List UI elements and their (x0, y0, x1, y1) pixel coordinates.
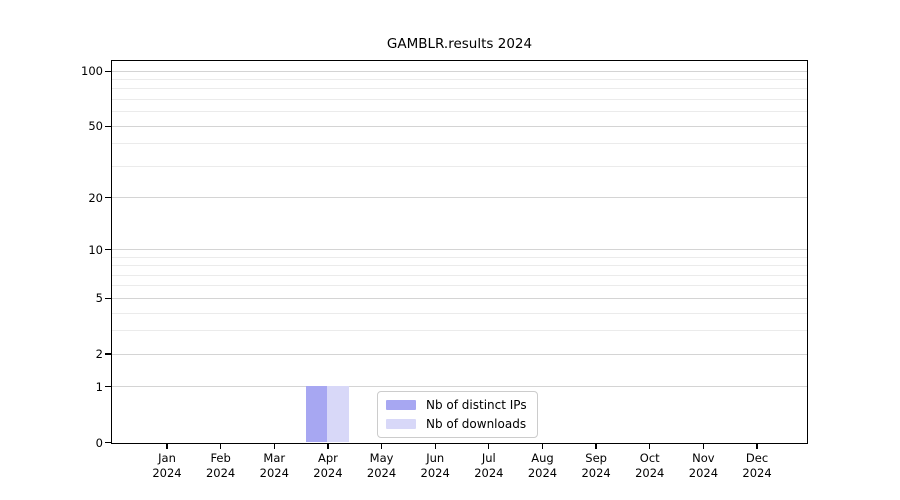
y-tick-mark (105, 386, 111, 388)
bar-nb-of-downloads (327, 386, 349, 442)
x-tick-mark (434, 444, 436, 449)
x-tick-year: 2024 (366, 466, 397, 480)
x-tick-year: 2024 (581, 466, 611, 480)
y-minor-gridline (112, 99, 807, 101)
x-tick-mark (595, 444, 597, 449)
y-tick-label: 20 (88, 190, 103, 205)
x-tick-year: 2024 (688, 466, 719, 480)
x-tick-label: Nov 2024 (671, 451, 735, 481)
x-tick-label: Jul 2024 (457, 451, 521, 481)
y-tick-label: 50 (88, 119, 103, 134)
y-tick-mark (105, 196, 111, 199)
x-tick-month: Oct (639, 451, 660, 465)
y-minor-gridline (112, 88, 807, 90)
x-tick-mark (649, 444, 651, 449)
x-tick-mark (219, 444, 222, 449)
y-minor-gridline (112, 285, 807, 287)
x-tick-month: Nov (692, 451, 715, 465)
y-tick-mark (105, 70, 111, 72)
x-tick-label: Apr 2024 (296, 451, 360, 481)
x-tick-month: Dec (745, 451, 769, 465)
plot-area: Nb of distinct IPs Nb of downloads (111, 60, 808, 444)
x-tick-month: Mar (263, 451, 286, 465)
x-tick-mark (756, 444, 758, 449)
legend-label-distinct-ips: Nb of distinct IPs (426, 398, 527, 412)
y-tick-label: 5 (95, 291, 103, 306)
legend-item-downloads: Nb of downloads (386, 417, 527, 431)
legend-swatch-downloads (386, 419, 416, 429)
x-tick-mark (273, 444, 275, 449)
y-major-gridline (112, 353, 807, 355)
x-tick-label: Feb 2024 (189, 451, 253, 481)
legend: Nb of distinct IPs Nb of downloads (377, 391, 538, 438)
y-tick-mark (105, 125, 111, 127)
y-minor-gridline (112, 165, 807, 167)
x-tick-year: 2024 (420, 466, 450, 480)
y-minor-gridline (112, 79, 807, 81)
y-major-gridline (112, 297, 807, 299)
x-tick-month: Feb (210, 451, 231, 465)
y-tick-mark (105, 441, 111, 444)
y-major-gridline (112, 197, 807, 199)
x-tick-mark (541, 444, 544, 449)
y-tick-mark (105, 248, 111, 251)
x-tick-month: Jun (426, 451, 445, 465)
x-tick-month: Jul (481, 451, 496, 465)
bar-nb-of-distinct-ips (305, 386, 328, 442)
y-tick-label: 2 (95, 347, 103, 362)
x-tick-label: Aug 2024 (510, 451, 574, 481)
x-tick-year: 2024 (313, 466, 343, 480)
x-tick-label: Mar 2024 (242, 451, 306, 481)
y-tick-label: 0 (95, 435, 103, 450)
y-tick-mark (105, 353, 111, 355)
y-major-gridline (112, 249, 807, 251)
x-tick-month: Jan (158, 451, 176, 465)
y-major-gridline (112, 125, 807, 127)
y-minor-gridline (112, 143, 807, 145)
x-tick-month: May (369, 451, 394, 465)
x-tick-mark (702, 444, 705, 449)
x-tick-month: Apr (317, 451, 338, 465)
x-tick-label: Jun 2024 (403, 451, 467, 481)
y-tick-label: 100 (81, 64, 103, 79)
legend-item-distinct-ips: Nb of distinct IPs (386, 398, 527, 412)
x-tick-year: 2024 (527, 466, 558, 480)
legend-swatch-distinct-ips (386, 400, 416, 410)
x-tick-year: 2024 (152, 466, 182, 480)
y-minor-gridline (112, 256, 807, 258)
y-tick-mark (105, 297, 111, 299)
x-tick-month: Aug (531, 451, 554, 465)
x-tick-label: Sep 2024 (564, 451, 628, 481)
y-tick-label: 10 (88, 242, 103, 257)
x-tick-mark (488, 444, 490, 449)
x-tick-label: May 2024 (350, 451, 414, 481)
chart-title: GAMBLR.results 2024 (386, 36, 533, 52)
x-tick-year: 2024 (474, 466, 504, 480)
y-minor-gridline (112, 265, 807, 267)
y-minor-gridline (112, 111, 807, 113)
x-tick-year: 2024 (259, 466, 289, 480)
y-major-gridline (112, 386, 807, 388)
x-tick-year: 2024 (635, 466, 665, 480)
x-tick-year: 2024 (205, 466, 236, 480)
x-tick-mark (327, 444, 329, 449)
x-tick-label: Dec 2024 (725, 451, 789, 481)
x-tick-label: Jan 2024 (135, 451, 199, 481)
y-minor-gridline (112, 312, 807, 314)
x-tick-month: Sep (585, 451, 607, 465)
y-tick-label: 1 (95, 379, 103, 394)
x-tick-label: Oct 2024 (618, 451, 682, 481)
x-tick-mark (380, 444, 383, 449)
x-tick-mark (166, 444, 168, 449)
y-major-gridline (112, 70, 807, 72)
x-tick-year: 2024 (742, 466, 772, 480)
y-minor-gridline (112, 330, 807, 332)
y-minor-gridline (112, 274, 807, 276)
legend-label-downloads: Nb of downloads (426, 417, 527, 431)
